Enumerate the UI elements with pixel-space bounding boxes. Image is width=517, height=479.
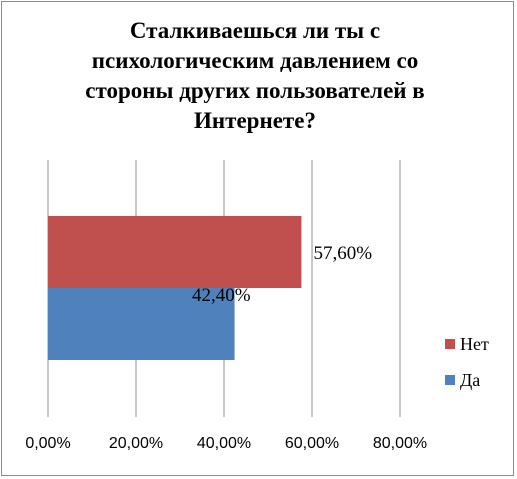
tick-label-4: 80,00% bbox=[373, 435, 427, 452]
legend-swatch-2 bbox=[445, 375, 455, 385]
data-label-2: 42,40% bbox=[192, 285, 251, 306]
chart-title-line-4: Интернете? bbox=[194, 108, 316, 133]
data-labels: 57,60% 42,40% bbox=[192, 243, 372, 306]
tick-label-1: 20,00% bbox=[109, 435, 163, 452]
chart-title: Сталкиваешься ли ты с психологическим да… bbox=[85, 18, 424, 133]
bar-2 bbox=[48, 288, 235, 360]
tick-label-0: 0,00% bbox=[25, 435, 70, 452]
legend: Нет Да bbox=[445, 334, 489, 390]
legend-label-1: Нет bbox=[460, 334, 489, 354]
data-label-1: 57,60% bbox=[313, 243, 372, 264]
tick-label-2: 40,00% bbox=[197, 435, 251, 452]
chart-title-line-3: стороны других пользователей в bbox=[85, 78, 424, 103]
legend-label-2: Да bbox=[460, 370, 480, 390]
legend-swatch-1 bbox=[445, 339, 455, 349]
chart-title-line-1: Сталкиваешься ли ты с bbox=[130, 18, 380, 43]
chart-title-line-2: психологическим давлением со bbox=[92, 48, 418, 73]
bars bbox=[48, 216, 302, 360]
tick-label-3: 60,00% bbox=[285, 435, 339, 452]
x-axis-ticks: 0,00% 20,00% 40,00% 60,00% 80,00% bbox=[25, 435, 427, 452]
bar-1 bbox=[48, 216, 302, 288]
